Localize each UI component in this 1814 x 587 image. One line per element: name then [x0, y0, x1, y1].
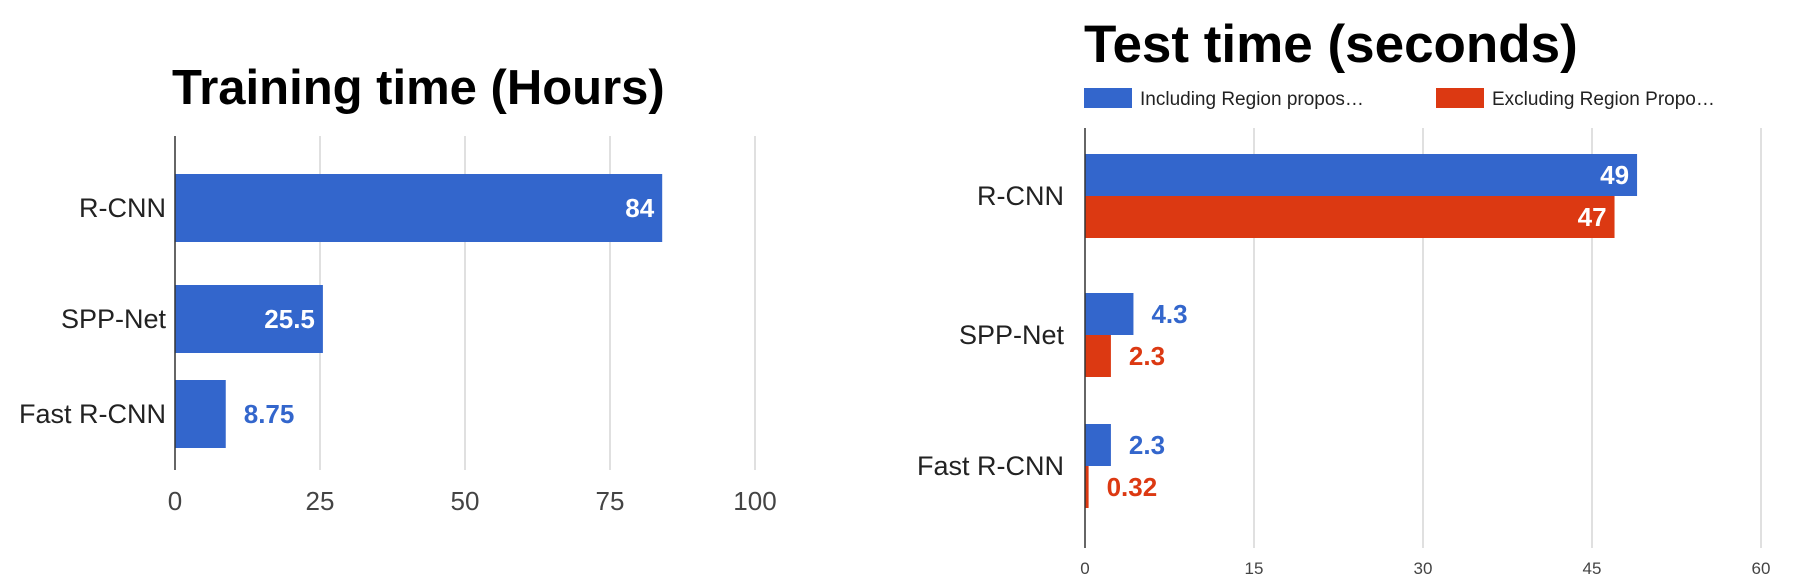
- category-label: SPP-Net: [61, 304, 167, 334]
- training-chart-bars: [175, 174, 663, 448]
- training-chart-data-labels: 84 25.5 8.75: [244, 193, 655, 429]
- test-chart-bars: [1085, 154, 1638, 508]
- test-time-chart: Test time (seconds) Including Region pro…: [917, 15, 1770, 578]
- bar: [175, 380, 226, 448]
- data-label: 8.75: [244, 399, 295, 429]
- training-chart-x-tick-labels: 0 25 50 75 100: [168, 486, 777, 516]
- category-label: Fast R-CNN: [917, 451, 1064, 481]
- x-tick-label: 75: [596, 486, 625, 516]
- x-tick-label: 0: [168, 486, 182, 516]
- data-label: 2.3: [1129, 430, 1165, 460]
- training-time-chart: Training time (Hours) R-CNN SPP-Net Fast R…: [19, 61, 777, 516]
- data-label: 4.3: [1151, 299, 1187, 329]
- test-chart-category-labels: R-CNN SPP-Net Fast R-CNN: [917, 181, 1064, 481]
- legend-swatch-including: [1084, 88, 1132, 108]
- category-label: R-CNN: [79, 193, 166, 223]
- category-label: R-CNN: [977, 181, 1064, 211]
- legend-swatch-excluding: [1436, 88, 1484, 108]
- x-tick-label: 45: [1583, 559, 1602, 578]
- test-chart-legend: Including Region propos… Excluding Regio…: [1084, 88, 1715, 110]
- bar: [1085, 335, 1111, 377]
- data-label: 2.3: [1129, 341, 1165, 371]
- data-label: 84: [625, 193, 654, 223]
- data-label: 49: [1600, 160, 1629, 190]
- x-tick-label: 0: [1080, 559, 1089, 578]
- x-tick-label: 25: [306, 486, 335, 516]
- bar: [1085, 196, 1615, 238]
- test-chart-data-labels: 49 4.3 2.3 47 2.3 0.32: [1107, 160, 1629, 502]
- bar: [175, 174, 663, 242]
- x-tick-label: 100: [733, 486, 776, 516]
- category-label: Fast R-CNN: [19, 399, 166, 429]
- training-chart-category-labels: R-CNN SPP-Net Fast R-CNN: [19, 193, 166, 429]
- data-label: 0.32: [1107, 472, 1158, 502]
- training-chart-title: Training time (Hours): [172, 61, 665, 115]
- x-tick-label: 30: [1414, 559, 1433, 578]
- x-tick-label: 60: [1752, 559, 1771, 578]
- bar: [175, 285, 323, 353]
- test-chart-x-tick-labels: 0 15 30 45 60: [1080, 559, 1770, 578]
- legend-label-including: Including Region propos…: [1140, 89, 1364, 110]
- x-tick-label: 15: [1245, 559, 1264, 578]
- bar: [1085, 424, 1111, 466]
- bar: [1085, 466, 1089, 508]
- x-tick-label: 50: [451, 486, 480, 516]
- category-label: SPP-Net: [959, 320, 1065, 350]
- data-label: 25.5: [264, 304, 315, 334]
- data-label: 47: [1578, 202, 1607, 232]
- bar: [1085, 154, 1638, 196]
- test-chart-title: Test time (seconds): [1084, 15, 1578, 74]
- legend-label-excluding: Excluding Region Propo…: [1492, 89, 1715, 110]
- bar: [1085, 293, 1134, 335]
